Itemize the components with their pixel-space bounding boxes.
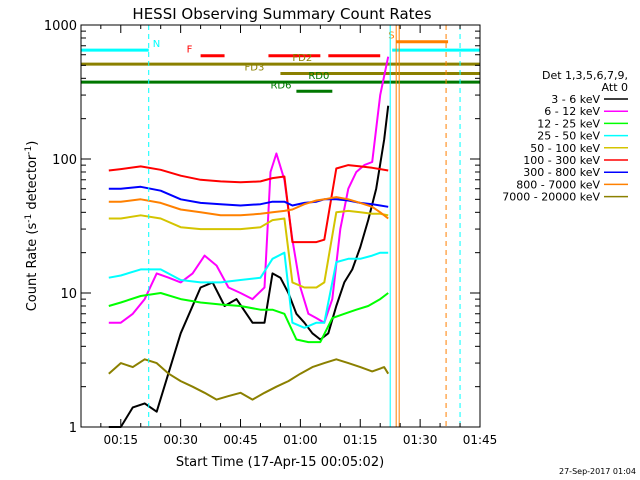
y-tick-label: 100 <box>52 153 77 168</box>
series-line <box>108 56 390 324</box>
legend-entry-label: 50 - 100 keV <box>530 142 600 155</box>
series-line <box>108 251 389 329</box>
x-tick-label: 00:30 <box>163 433 198 447</box>
series-line <box>108 292 389 344</box>
legend-entry-label: 300 - 800 keV <box>523 166 600 179</box>
flag-bar-label: F <box>187 45 193 56</box>
series-line <box>108 209 389 289</box>
flag-bar-label: FD2 <box>292 53 312 64</box>
legend-entry-label: 6 - 12 keV <box>544 105 600 118</box>
series-line <box>108 196 389 220</box>
footer-timestamp: 27-Sep-2017 01:04 <box>559 467 636 476</box>
y-axis-label-prefix: Count Rate (s <box>25 223 40 312</box>
y-tick-label: 1 <box>69 421 77 436</box>
y-tick-label: 1000 <box>44 19 77 34</box>
flag-bar-label: S <box>388 31 394 42</box>
legend-entry-label: 12 - 25 keV <box>537 117 600 130</box>
legend-header-1: Det 1,3,5,6,7,9, <box>542 69 628 82</box>
y-axis-label-suffix: ) <box>25 141 40 146</box>
series-lines <box>108 56 390 428</box>
x-tick-label: 00:45 <box>223 433 258 447</box>
y-axis-label: Count Rate (s-1 detector-1) <box>24 141 40 312</box>
legend-header-2: Att 0 <box>602 81 628 94</box>
x-tick-label: 00:15 <box>103 433 138 447</box>
vertical-markers <box>148 25 461 427</box>
chart-title: HESSI Observing Summary Count Rates <box>132 5 431 23</box>
series-line <box>108 358 390 401</box>
legend-entry-label: 7000 - 20000 keV <box>502 191 600 204</box>
y-axis-label-sup2: -1 <box>24 146 34 155</box>
legend-entry-label: 25 - 50 keV <box>537 130 600 143</box>
legend-entry-label: 800 - 7000 keV <box>516 178 600 191</box>
series-line <box>108 164 389 244</box>
flag-bars: N S F FD2 FD3 RD0 RD6 <box>81 31 480 93</box>
flag-bar-label: RD6 <box>270 80 291 91</box>
flag-bar-label: RD0 <box>308 71 329 82</box>
y-axis-label-mid: detector <box>25 154 40 214</box>
y-tick-label: 10 <box>60 287 77 302</box>
axes: 00:15 00:30 00:45 01:00 01:15 01:30 01:45 1 10 10… <box>44 19 497 447</box>
x-tick-label: 01:00 <box>283 433 318 447</box>
flag-bar-label: FD3 <box>245 62 265 73</box>
x-tick-label: 01:15 <box>343 433 378 447</box>
x-tick-label: 01:45 <box>463 433 498 447</box>
flag-bar-label: N <box>153 39 160 50</box>
legend-entry-label: 100 - 300 keV <box>523 154 600 167</box>
series-line <box>108 105 390 428</box>
legend-entry-label: 3 - 6 keV <box>551 93 600 106</box>
x-tick-label: 01:30 <box>403 433 438 447</box>
y-axis-label-sup: -1 <box>24 214 34 223</box>
x-axis-label: Start Time (17-Apr-15 00:05:02) <box>176 455 384 470</box>
